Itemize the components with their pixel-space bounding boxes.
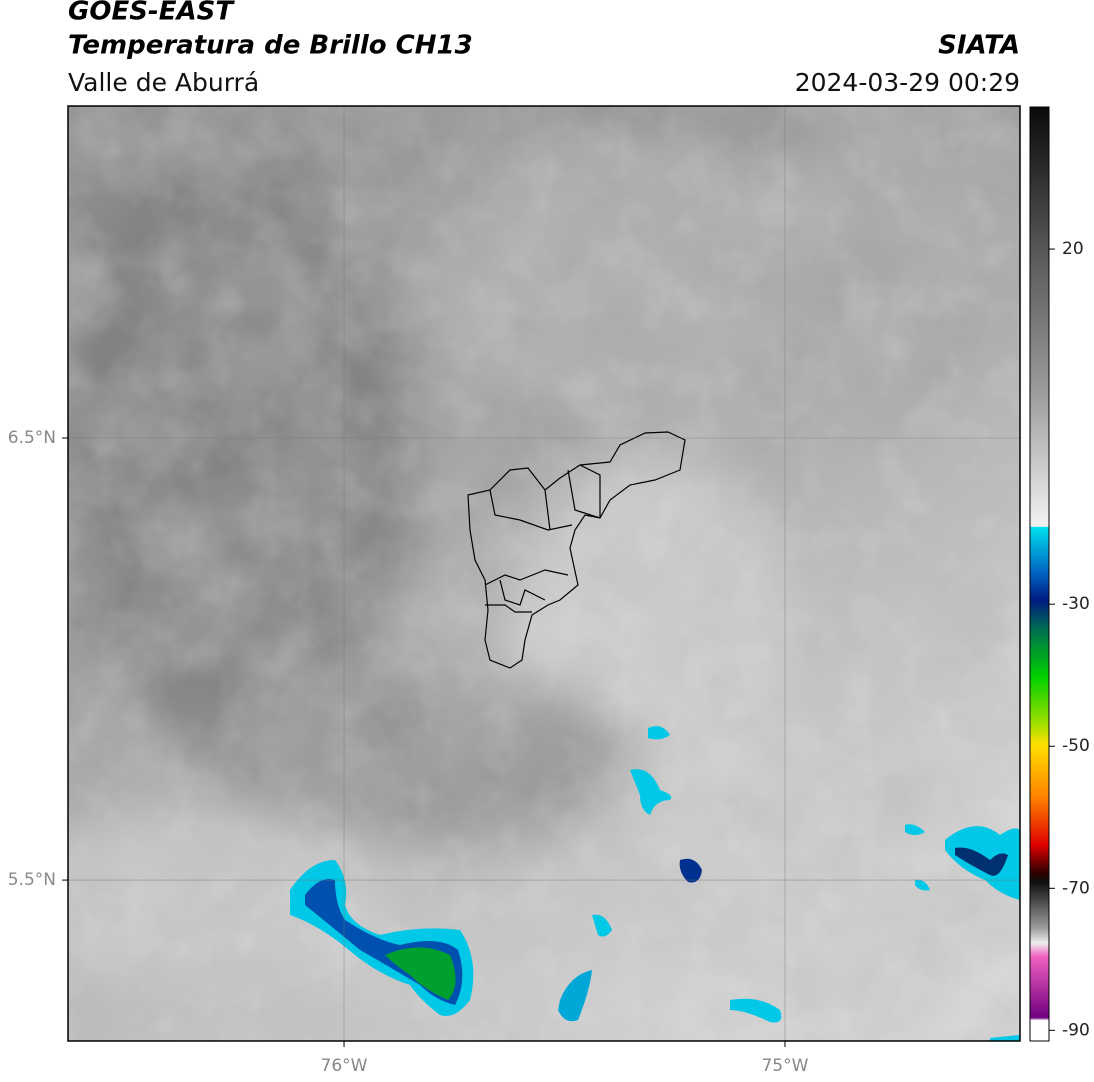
municipality-boundaries <box>467 431 686 669</box>
datetime: 2024-03-29 00:29 <box>795 68 1020 97</box>
colorbar-label: -50 <box>1062 736 1090 756</box>
colorbar-label: 20 <box>1062 239 1084 259</box>
title: GOES-EAST <box>68 0 235 27</box>
map-frame <box>67 105 1021 1042</box>
colorbar <box>1029 106 1050 1042</box>
y-tick-label: 5.5°N <box>8 870 56 890</box>
cold-cloud-tops <box>290 726 1020 1041</box>
subtitle: Temperatura de Brillo CH13 <box>68 31 473 61</box>
region: Valle de Aburrá <box>68 68 259 97</box>
colorbar-label: -90 <box>1062 1020 1090 1040</box>
source: SIATA <box>938 31 1020 61</box>
satellite-image <box>68 106 1020 1041</box>
y-tick-label: 6.5°N <box>8 428 56 448</box>
colorbar-label: -30 <box>1062 594 1090 614</box>
x-tick-label: 76°W <box>321 1056 368 1076</box>
colorbar-label: -70 <box>1062 878 1090 898</box>
x-tick-label: 75°W <box>761 1056 808 1076</box>
